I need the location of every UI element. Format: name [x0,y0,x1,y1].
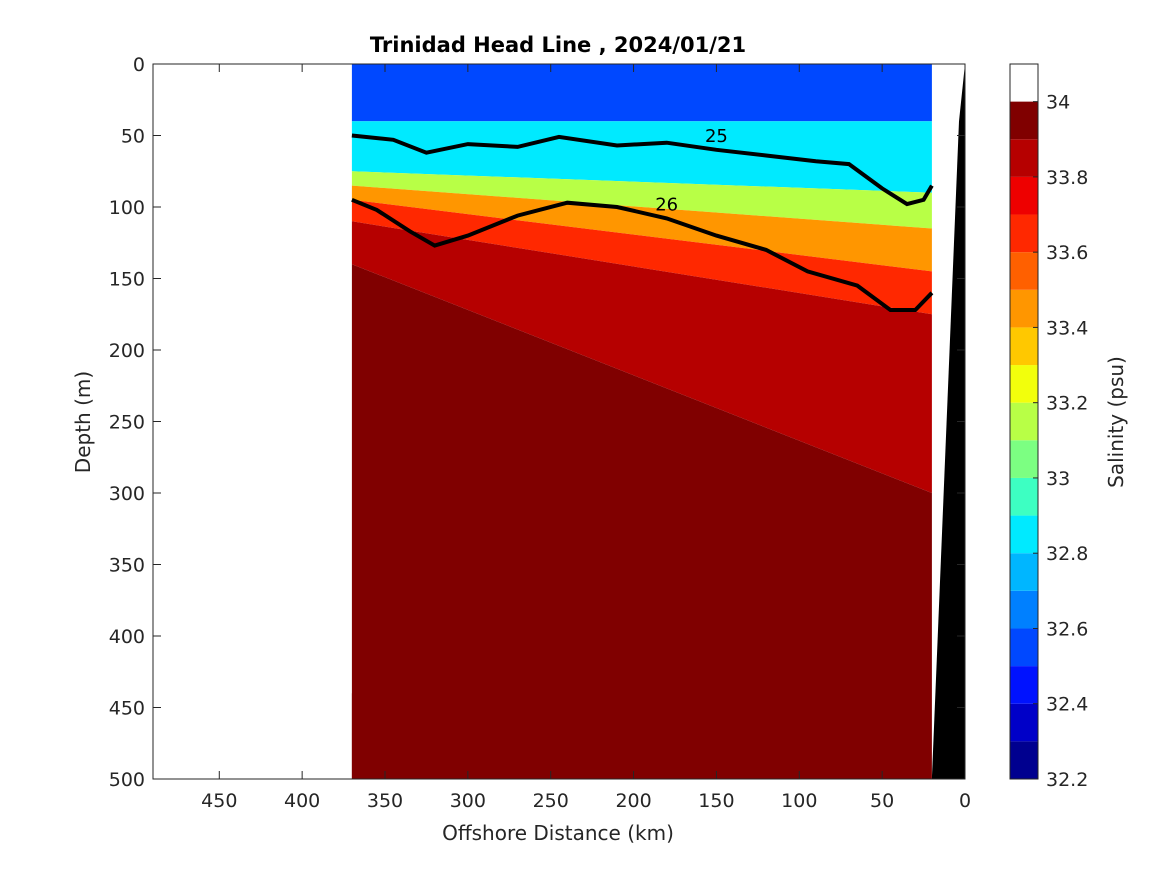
salinity-band-2 [351,171,932,229]
x-tick-label: 100 [781,790,817,812]
salinity-band-3 [351,185,932,272]
x-tick-label: 200 [615,790,651,812]
colorbar-swatch [1010,327,1038,366]
y-tick-label: 450 [109,698,145,720]
colorbar-swatch [1010,553,1038,591]
density-contours: 25 26 [351,126,934,312]
colorbar-tick-label: 32.2 [1046,769,1088,791]
colorbar-swatch [1010,590,1038,629]
colorbar-tick-label: 32.8 [1046,543,1088,565]
colorbar-swatch [1010,628,1038,667]
colorbar-tick-label: 33.6 [1046,242,1088,264]
chart-title: Trinidad Head Line , 2024/01/21 [370,33,746,57]
colorbar-swatch [1010,666,1038,704]
colorbar-tick-label: 33.8 [1046,167,1088,189]
salinity-band-4 [351,199,932,315]
colorbar-swatch [1010,139,1038,177]
y-tick-label: 50 [121,126,145,148]
x-tick-label: 150 [698,790,734,812]
salinity-band-5 [351,221,932,494]
salinity-band-1 [351,121,932,193]
colorbar-tick-label: 33 [1046,468,1070,490]
colorbar-swatch [1010,252,1038,290]
colorbar-label: Salinity (psu) [1104,356,1128,488]
colorbar-swatch [1010,365,1038,403]
colorbar-swatch [1010,176,1038,215]
y-tick-label: 150 [109,269,145,291]
density-contour-label-26: 26 [655,194,678,215]
colorbar-swatch [1010,402,1038,441]
y-axis-label: Depth (m) [71,371,95,473]
salinity-band-7 [351,693,419,779]
y-tick-label: 250 [109,412,145,434]
x-tick-label: 250 [533,790,569,812]
colorbar-tick-label: 34 [1046,92,1070,114]
plot-area: 25 26 [351,64,965,779]
salinity-band-6 [351,264,932,779]
x-axis-ticks: 450 400 350 300 250 200 150 100 50 0 [201,64,971,812]
y-tick-label: 350 [109,555,145,577]
x-tick-label: 350 [367,790,403,812]
x-tick-label: 450 [201,790,237,812]
x-tick-label: 300 [450,790,486,812]
colorbar-swatch [1010,515,1038,554]
salinity-band-0 [351,64,932,122]
colorbar: 32.2 32.4 32.6 32.8 33 33.2 33.4 33.6 33.8 34 [1009,63,1088,791]
colorbar-tick-label: 32.6 [1046,618,1088,640]
density-contour-label-25: 25 [705,126,728,147]
colorbar-swatch [1010,703,1038,742]
colorbar-swatch [1010,440,1038,478]
density-contour-25 [351,133,934,207]
colorbar-frame [1009,63,1039,780]
y-tick-label: 500 [109,769,145,791]
coastline [931,64,965,779]
colorbar-swatch [1010,741,1038,779]
coastline-shape [931,64,965,779]
y-tick-label: 300 [109,483,145,505]
colorbar-tick-label: 33.4 [1046,317,1088,339]
colorbar-swatch [1010,101,1038,140]
y-tick-label: 400 [109,626,145,648]
x-axis-label: Offshore Distance (km) [442,821,674,845]
x-tick-label: 400 [284,790,320,812]
colorbar-swatch [1010,214,1038,253]
salinity-fill-bands [351,64,932,779]
y-tick-label: 100 [109,197,145,219]
y-axis-ticks: 0 50 100 150 200 250 300 350 400 450 500 [109,54,965,791]
density-contour-26 [351,197,934,312]
colorbar-tick-label: 32.4 [1046,694,1088,716]
colorbar-tick-label: 33.2 [1046,393,1088,415]
colorbar-swatch [1010,289,1038,328]
x-tick-label: 0 [959,790,971,812]
colorbar-swatch [1010,477,1038,516]
y-tick-label: 0 [133,54,145,76]
y-tick-label: 200 [109,340,145,362]
x-tick-label: 50 [870,790,894,812]
